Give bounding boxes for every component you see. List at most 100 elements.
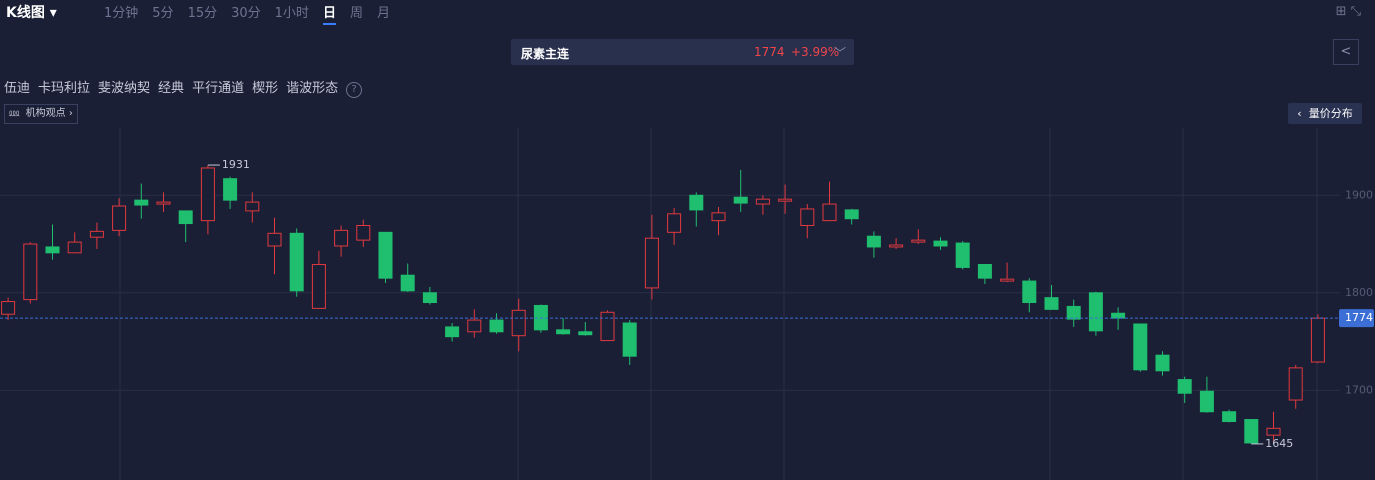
candle-body [445, 326, 460, 338]
candle-body [311, 264, 326, 309]
candle-body [1266, 427, 1281, 436]
drawing-tools: 伍迪 卡玛利拉 斐波纳契 经典 平行通道 楔形 谐波形态? [4, 77, 370, 98]
candle-body [1088, 292, 1103, 332]
candle-body [977, 264, 992, 279]
tool[interactable]: 楔形 [252, 81, 279, 96]
candle-body [667, 213, 682, 233]
candle-body [467, 319, 482, 333]
period-tab[interactable]: 月 [376, 6, 390, 21]
period-tab[interactable]: 1分钟 [104, 6, 139, 21]
candle-body [178, 210, 193, 225]
y-tick-label: 1700 [1345, 383, 1373, 396]
candle-body [112, 205, 127, 231]
candle-body [134, 199, 149, 206]
change: +3.99% [791, 45, 840, 59]
y-tick-label: 1800 [1345, 286, 1373, 299]
tool[interactable]: 卡玛利拉 [38, 81, 91, 96]
period-tab[interactable]: 30分 [231, 6, 261, 21]
candle-body [911, 239, 926, 243]
min-label: 1645 [1265, 437, 1293, 450]
tool[interactable]: 谐波形态 [286, 81, 339, 96]
candle-body [1, 301, 16, 315]
candle-body [1244, 419, 1259, 444]
candle-body [334, 229, 349, 247]
candle-body [422, 292, 437, 304]
period-tab[interactable]: 1小时 [274, 6, 309, 21]
tool[interactable]: 斐波纳契 [98, 81, 151, 96]
candle-body [1199, 390, 1214, 413]
tool[interactable]: 平行通道 [192, 81, 245, 96]
collapse-button[interactable]: < [1333, 39, 1359, 65]
top-toolbar: K线图 ▾ 1分钟 5分 15分 30分 1小时日周月 ⊞ ⤡ [0, 0, 1375, 25]
candle-body [67, 241, 82, 254]
period-tab[interactable]: 日 [322, 6, 336, 25]
candle-body [889, 244, 904, 248]
chart-type-label: K线图 [6, 5, 45, 21]
candle-body [822, 203, 837, 222]
candle-body [1310, 317, 1325, 363]
candle-body [955, 242, 970, 268]
candle-body [1000, 278, 1015, 282]
candle-body [1022, 280, 1037, 304]
candle-body [556, 329, 571, 335]
candle-body [267, 232, 282, 247]
candle-body [1133, 323, 1148, 371]
candle-body [933, 240, 948, 247]
time-grid [119, 128, 1318, 480]
candle-body [689, 194, 704, 211]
candle-body [778, 198, 793, 202]
candle-body [733, 196, 748, 204]
candle-body [489, 319, 504, 333]
last-price-tag [1339, 309, 1374, 328]
window-icons[interactable]: ⊞ ⤡ [1335, 4, 1361, 19]
candle-body [866, 235, 881, 248]
help-icon[interactable]: ? [346, 82, 363, 98]
candle-body [755, 198, 770, 205]
candle-body [1044, 297, 1059, 310]
candle-body [711, 212, 726, 222]
candle-body [511, 309, 526, 337]
candle-body [200, 167, 215, 222]
period-tab[interactable]: 周 [349, 6, 363, 21]
institution-view-label: 机构观点 [25, 108, 66, 119]
chart-type[interactable]: K线图 ▾ [6, 5, 57, 21]
candle-body [1288, 367, 1303, 401]
volume-profile-label: 量价分布 [1308, 107, 1353, 120]
candle-body [45, 246, 60, 254]
tool[interactable]: 伍迪 [4, 81, 31, 96]
candle-body [23, 243, 38, 301]
candle-body [844, 209, 859, 220]
period-tab[interactable]: 15分 [187, 6, 218, 21]
tool[interactable]: 经典 [158, 81, 185, 96]
symbol: 尿素主连 [521, 47, 570, 61]
period-tabs: 1分钟 5分 15分 30分 1小时日周月 [104, 2, 404, 25]
candle-body [1177, 379, 1192, 394]
candle-body [1155, 354, 1170, 372]
period-tab[interactable]: 5分 [152, 6, 174, 21]
institution-view[interactable]: ⅏ 机构观点 › [4, 104, 78, 124]
candle-body [223, 178, 238, 201]
y-tick-label: 1900 [1345, 188, 1373, 201]
candle-body [800, 208, 815, 227]
quote-box[interactable]: 尿素主连 1774 +3.99% ﹀ [511, 39, 854, 65]
candle-body [156, 201, 171, 205]
candle-body [378, 231, 393, 279]
candle-body [622, 322, 637, 357]
candle-body [1222, 411, 1237, 422]
candle-body [644, 237, 659, 289]
candle-body [400, 274, 415, 292]
candle-body [600, 311, 615, 342]
candle-body [289, 232, 304, 292]
candle-body [245, 201, 260, 212]
dropdown-icon: ﹀ [833, 46, 846, 60]
max-label: 1931 [222, 158, 250, 171]
candle-body [356, 225, 371, 241]
price: 1774 [754, 45, 785, 59]
candle-body [1066, 305, 1081, 320]
last-price-label: 1774 [1345, 311, 1373, 324]
volume-profile-button[interactable]: ‹ 量价分布 [1288, 103, 1362, 124]
candle-body [578, 331, 593, 336]
candle-body [1111, 312, 1126, 319]
